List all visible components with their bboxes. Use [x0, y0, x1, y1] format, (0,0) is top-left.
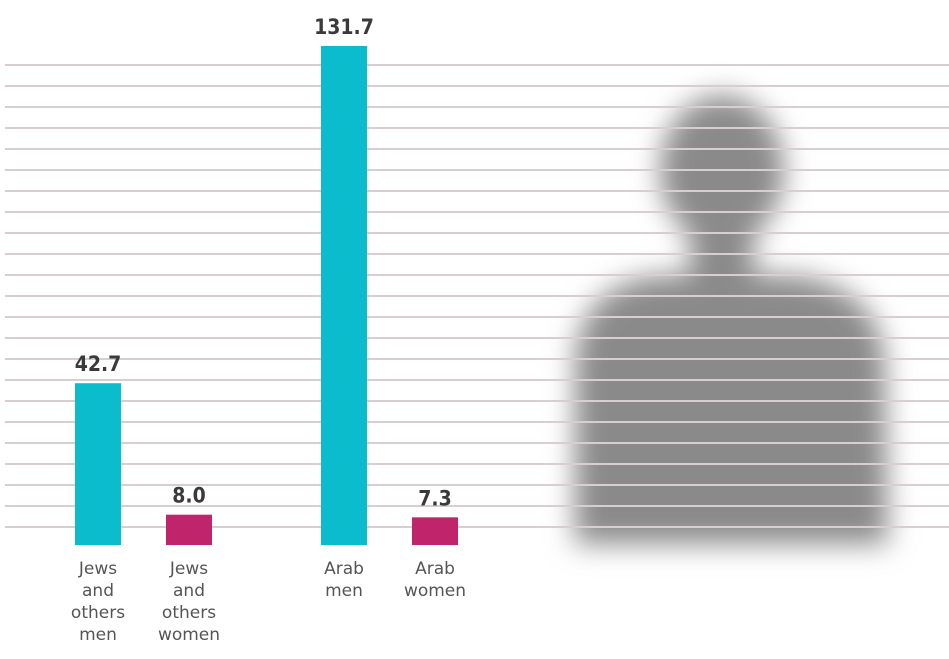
x-tick-label: Jews and others men	[70, 559, 126, 645]
bar	[166, 514, 212, 545]
bar	[75, 383, 121, 545]
value-label: 42.7	[75, 352, 122, 376]
bar	[321, 46, 367, 545]
value-label: 131.7	[314, 15, 374, 39]
x-tick-label: Arab women	[403, 559, 467, 601]
value-label: 8.0	[172, 484, 205, 508]
x-tick-label: Arab men	[324, 559, 364, 601]
bar	[412, 517, 458, 545]
value-label: 7.3	[418, 486, 451, 510]
background-stripes	[5, 64, 949, 545]
x-tick-label: Jews and others women	[157, 559, 221, 645]
